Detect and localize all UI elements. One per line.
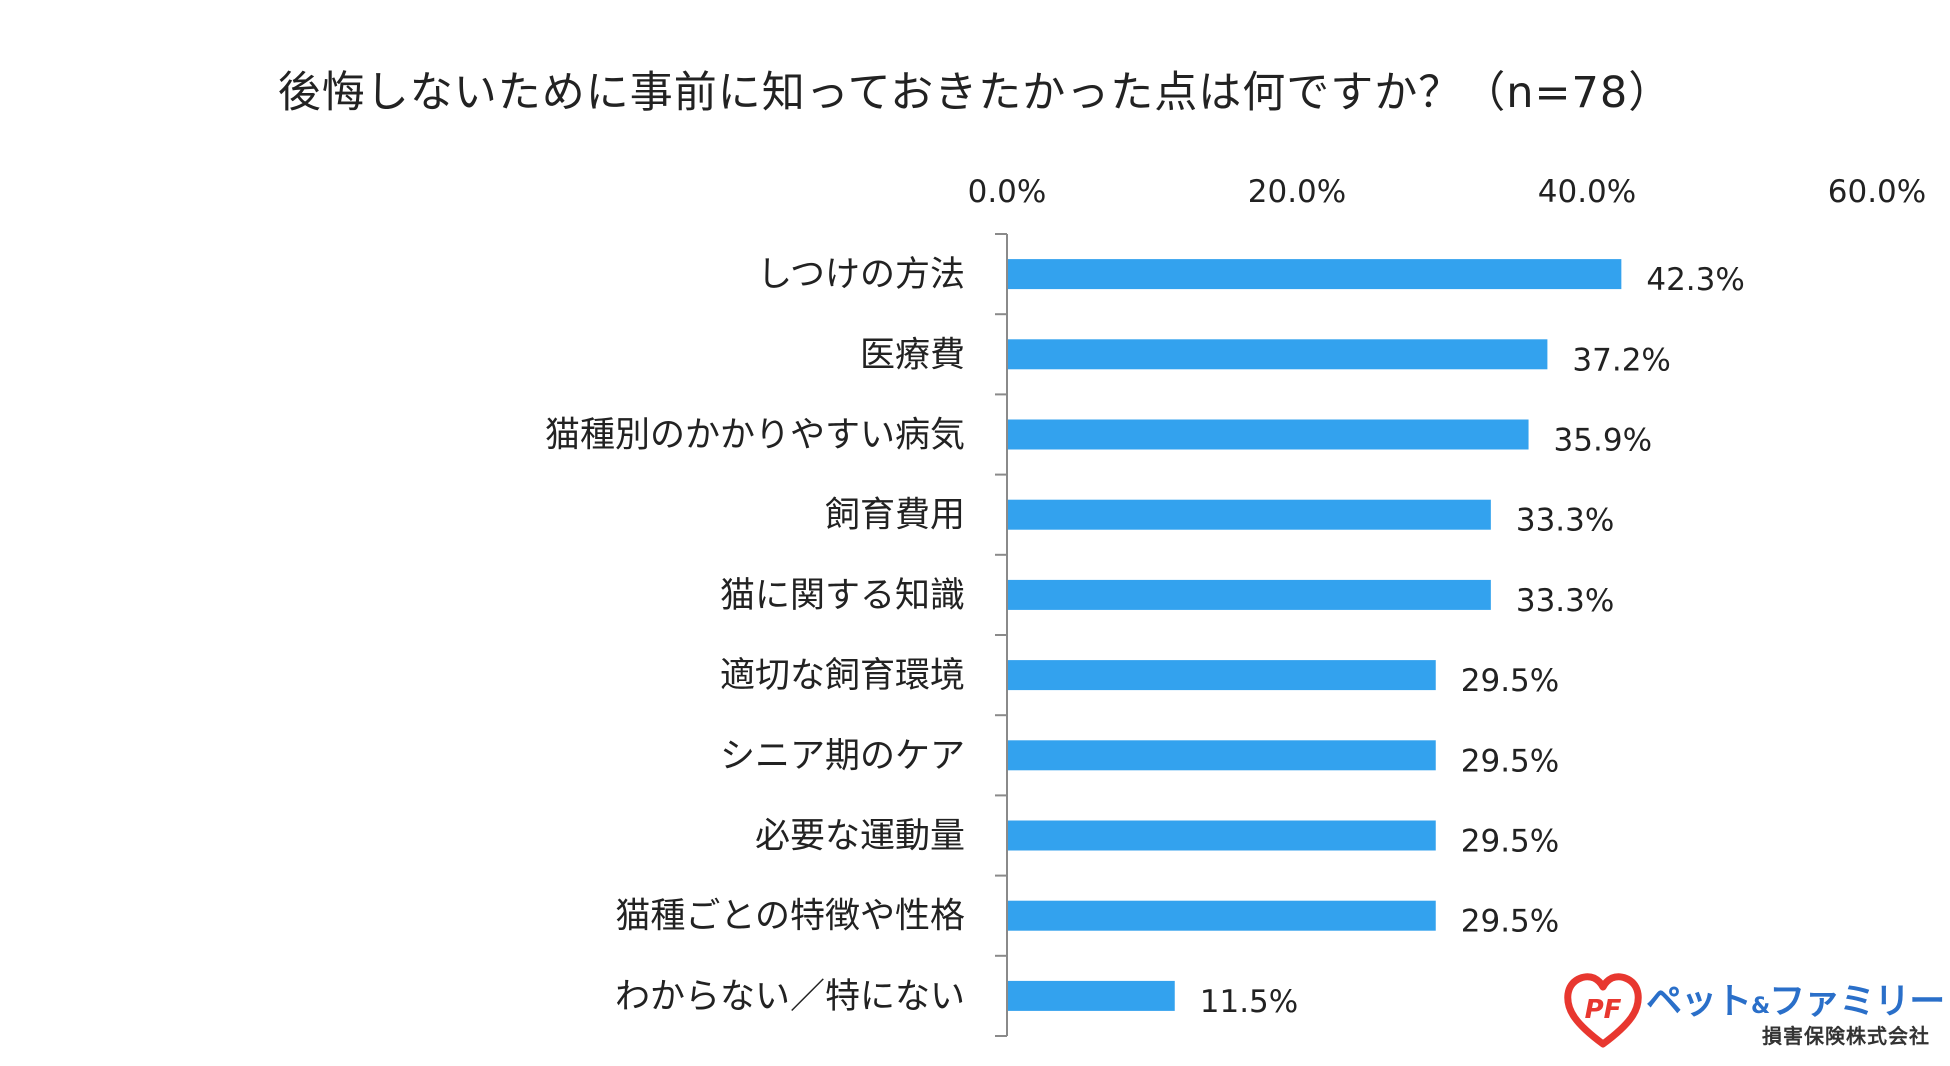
chart-title: 後悔しないために事前に知っておきたかった点は何ですか？（n=78） <box>277 68 1673 118</box>
category-label: 飼育費用 <box>825 496 965 536</box>
bar <box>1008 499 1491 530</box>
bar <box>1008 419 1529 450</box>
category-label: わからない／特にない <box>615 977 965 1017</box>
bars <box>1008 259 1622 1011</box>
bar <box>1008 980 1175 1011</box>
y-axis <box>995 233 1008 1037</box>
x-tick-label: 20.0% <box>1248 174 1346 210</box>
x-axis-ticks: 0.0% 20.0% 40.0% 60.0% <box>968 174 1927 210</box>
bar <box>1008 339 1548 370</box>
category-label: しつけの方法 <box>757 255 965 295</box>
brand-name-main: ペット <box>1646 981 1752 1022</box>
bar <box>1008 820 1436 851</box>
brand-name-rest: ファミリー <box>1769 981 1945 1022</box>
data-label: 33.3% <box>1516 503 1614 539</box>
data-label: 29.5% <box>1461 743 1559 779</box>
category-label: 必要な運動量 <box>755 817 965 857</box>
data-label: 11.5% <box>1200 984 1298 1020</box>
category-labels: しつけの方法医療費猫種別のかかりやすい病気飼育費用猫に関する知識適切な飼育環境シ… <box>545 255 965 1017</box>
category-label: 適切な飼育環境 <box>720 656 965 696</box>
brand-name-amp: & <box>1751 994 1770 1019</box>
data-label: 29.5% <box>1461 824 1559 860</box>
data-label: 37.2% <box>1572 342 1670 378</box>
category-label: シニア期のケア <box>720 736 965 776</box>
brand-name: ペット&ファミリー <box>1646 972 1945 1024</box>
data-label: 42.3% <box>1646 262 1744 298</box>
value-labels: 42.3% 37.2% 35.9% 33.3% 33.3% 29.5% 29.5% 29.5%… <box>1200 262 1745 1020</box>
logo-mark-text: PF <box>1585 995 1622 1025</box>
bar <box>1008 740 1436 771</box>
data-label: 29.5% <box>1461 904 1559 940</box>
bar <box>1008 579 1491 610</box>
heart-logo-icon: PF <box>1564 973 1642 1048</box>
x-tick-label: 40.0% <box>1538 174 1636 210</box>
category-label: 医療費 <box>860 335 965 375</box>
x-tick-label: 0.0% <box>968 174 1047 210</box>
data-label: 35.9% <box>1554 423 1652 459</box>
category-label: 猫種ごとの特徴や性格 <box>615 897 965 937</box>
bar <box>1008 900 1436 931</box>
category-label: 猫に関する知識 <box>720 576 965 616</box>
bar <box>1008 660 1436 691</box>
company-name: 損害保険株式会社 <box>1762 1024 1930 1048</box>
company-logo: PF ペット&ファミリー 損害保険株式会社 <box>1564 970 1945 1050</box>
category-label: 猫種別のかかりやすい病気 <box>545 416 965 456</box>
data-label: 33.3% <box>1516 583 1614 619</box>
data-label: 29.5% <box>1461 663 1559 699</box>
x-tick-label: 60.0% <box>1828 174 1926 210</box>
bar <box>1008 259 1622 290</box>
